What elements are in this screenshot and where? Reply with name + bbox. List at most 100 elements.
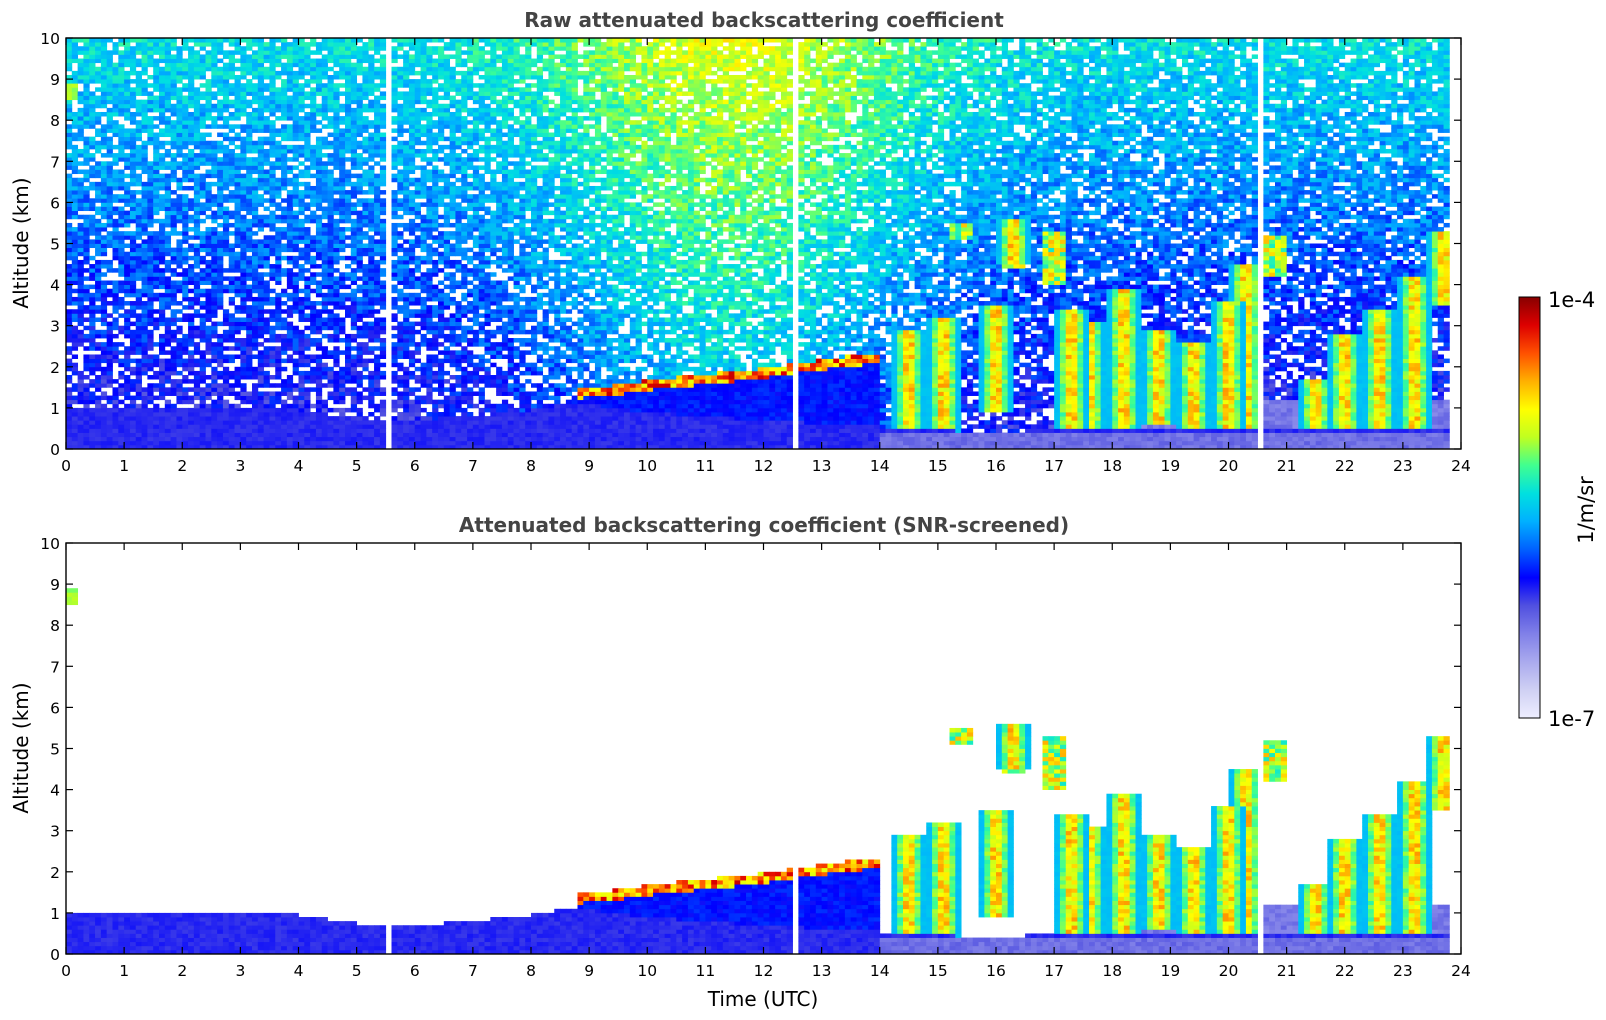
heatmap-cell: [316, 317, 322, 322]
heatmap-cell: [392, 223, 398, 228]
heatmap-cell: [101, 96, 107, 101]
heatmap-cell: [78, 79, 84, 84]
heatmap-cell: [333, 63, 339, 68]
heatmap-cell: [72, 428, 78, 433]
heatmap-cell: [194, 346, 200, 351]
heatmap-cell: [194, 87, 200, 92]
heatmap-cell: [275, 239, 281, 244]
heatmap-cell: [83, 59, 89, 64]
heatmap-cell: [287, 313, 293, 318]
heatmap-cell: [368, 293, 374, 298]
heatmap-cell: [339, 83, 345, 88]
heatmap-cell: [409, 268, 415, 273]
heatmap-cell: [269, 264, 275, 269]
heatmap-cell: [397, 207, 403, 212]
heatmap-cell: [211, 293, 217, 298]
heatmap-cell: [293, 326, 299, 331]
heatmap-cell: [362, 161, 368, 166]
heatmap-cell: [147, 387, 153, 392]
heatmap-cell: [95, 280, 101, 285]
heatmap-cell: [339, 285, 345, 290]
heatmap-cell: [130, 338, 136, 343]
heatmap-cell: [415, 285, 421, 290]
heatmap-cell: [95, 420, 101, 425]
heatmap-cell: [136, 363, 142, 368]
heatmap-cell: [217, 91, 223, 96]
heatmap-cell: [357, 211, 363, 216]
heatmap-cell: [78, 387, 84, 392]
heatmap-cell: [72, 227, 78, 232]
heatmap-cell: [66, 87, 72, 92]
heatmap-cell: [345, 104, 351, 109]
heatmap-cell: [194, 108, 200, 113]
heatmap-cell: [258, 157, 264, 162]
heatmap-cell: [159, 133, 165, 138]
heatmap-cell: [113, 124, 119, 129]
heatmap-cell: [240, 367, 246, 372]
heatmap-cell: [252, 322, 258, 327]
heatmap-cell: [322, 215, 328, 220]
heatmap-cell: [78, 63, 84, 68]
heatmap-cell: [368, 322, 374, 327]
heatmap-cell: [147, 46, 153, 51]
heatmap-cell: [374, 128, 380, 133]
heatmap-cell: [339, 50, 345, 55]
heatmap-cell: [223, 67, 229, 72]
heatmap-cell: [299, 276, 305, 281]
heatmap-cell: [275, 108, 281, 113]
heatmap-cell: [159, 182, 165, 187]
heatmap-cell: [357, 215, 363, 220]
heatmap-cell: [374, 46, 380, 51]
heatmap-cell: [136, 416, 142, 421]
heatmap-cell: [176, 330, 182, 335]
heatmap-cell: [392, 379, 398, 384]
heatmap-cell: [165, 433, 171, 438]
heatmap-cell: [316, 46, 322, 51]
heatmap-cell: [287, 428, 293, 433]
heatmap-cell: [89, 367, 95, 372]
heatmap-cell: [293, 54, 299, 59]
heatmap-cell: [107, 161, 113, 166]
heatmap-cell: [89, 170, 95, 175]
heatmap-cell: [403, 334, 409, 339]
heatmap-cell: [95, 190, 101, 195]
heatmap-cell: [374, 338, 380, 343]
heatmap-cell: [147, 289, 153, 294]
heatmap-cell: [392, 104, 398, 109]
heatmap-cell: [89, 330, 95, 335]
heatmap-cell: [397, 309, 403, 314]
heatmap-cell: [275, 359, 281, 364]
heatmap-cell: [339, 157, 345, 162]
heatmap-cell: [368, 108, 374, 113]
heatmap-cell: [357, 313, 363, 318]
heatmap-cell: [72, 194, 78, 199]
heatmap-cell: [293, 174, 299, 179]
heatmap-cell: [299, 190, 305, 195]
heatmap-cell: [130, 293, 136, 298]
heatmap-cell: [392, 120, 398, 125]
heatmap-cell: [287, 416, 293, 421]
heatmap-cell: [89, 437, 95, 442]
heatmap-cell: [78, 391, 84, 396]
heatmap-cell: [397, 215, 403, 220]
heatmap-cell: [357, 260, 363, 265]
heatmap-cell: [66, 50, 72, 55]
heatmap-cell: [322, 178, 328, 183]
heatmap-cell: [176, 412, 182, 417]
heatmap-cell: [89, 202, 95, 207]
heatmap-cell: [147, 100, 153, 105]
heatmap-cell: [130, 260, 136, 265]
heatmap-cell: [392, 46, 398, 51]
heatmap-cell: [101, 182, 107, 187]
heatmap-cell: [333, 75, 339, 80]
heatmap-cell: [229, 128, 235, 133]
heatmap-cell: [89, 96, 95, 101]
heatmap-cell: [124, 244, 130, 249]
heatmap-cell: [118, 342, 124, 347]
heatmap-cell: [368, 54, 374, 59]
heatmap-cell: [345, 116, 351, 121]
heatmap-cell: [147, 416, 153, 421]
heatmap-cell: [176, 391, 182, 396]
heatmap-cell: [345, 371, 351, 376]
heatmap-cell: [287, 391, 293, 396]
